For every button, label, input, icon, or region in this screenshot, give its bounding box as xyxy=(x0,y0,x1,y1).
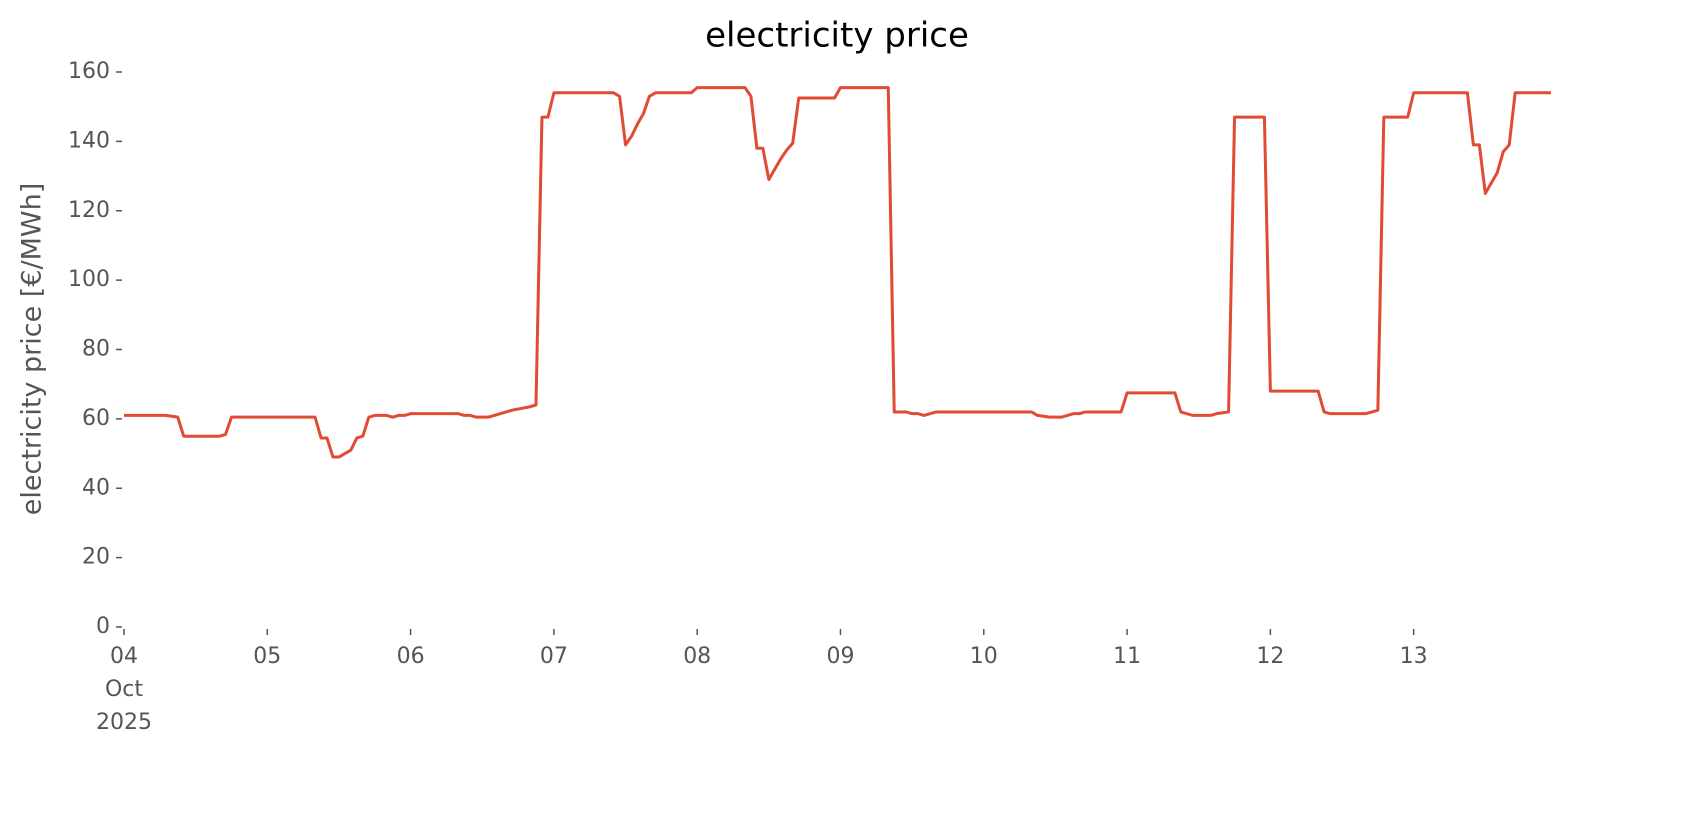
x-tick-label: 09 xyxy=(826,644,854,669)
y-tick-label: 80 xyxy=(82,337,110,362)
x-tick-label: 04 Oct 2025 xyxy=(96,644,152,735)
x-tick-label: 10 xyxy=(970,644,998,669)
y-tick-label: 60 xyxy=(82,406,110,431)
x-tick-label: 13 xyxy=(1400,644,1428,669)
x-tick-label: 05 xyxy=(253,644,281,669)
x-tick-label: 07 xyxy=(540,644,568,669)
y-tick-label: 160 xyxy=(68,59,110,84)
y-tick-label: 40 xyxy=(82,475,110,500)
price-line xyxy=(124,86,1551,459)
y-axis-label: electricity price [€/MWh] xyxy=(17,183,48,515)
chart-title: electricity price xyxy=(705,16,969,56)
y-tick-label: 0 xyxy=(96,614,110,639)
y-tick-label: 140 xyxy=(68,128,110,153)
y-tick-label: 120 xyxy=(68,198,110,223)
x-tick-label: 08 xyxy=(683,644,711,669)
y-tick-label: 20 xyxy=(82,545,110,570)
x-tick-label: 06 xyxy=(397,644,425,669)
x-tick-label: 12 xyxy=(1256,644,1284,669)
x-tick-label: 11 xyxy=(1113,644,1141,669)
y-tick-label: 100 xyxy=(68,267,110,292)
